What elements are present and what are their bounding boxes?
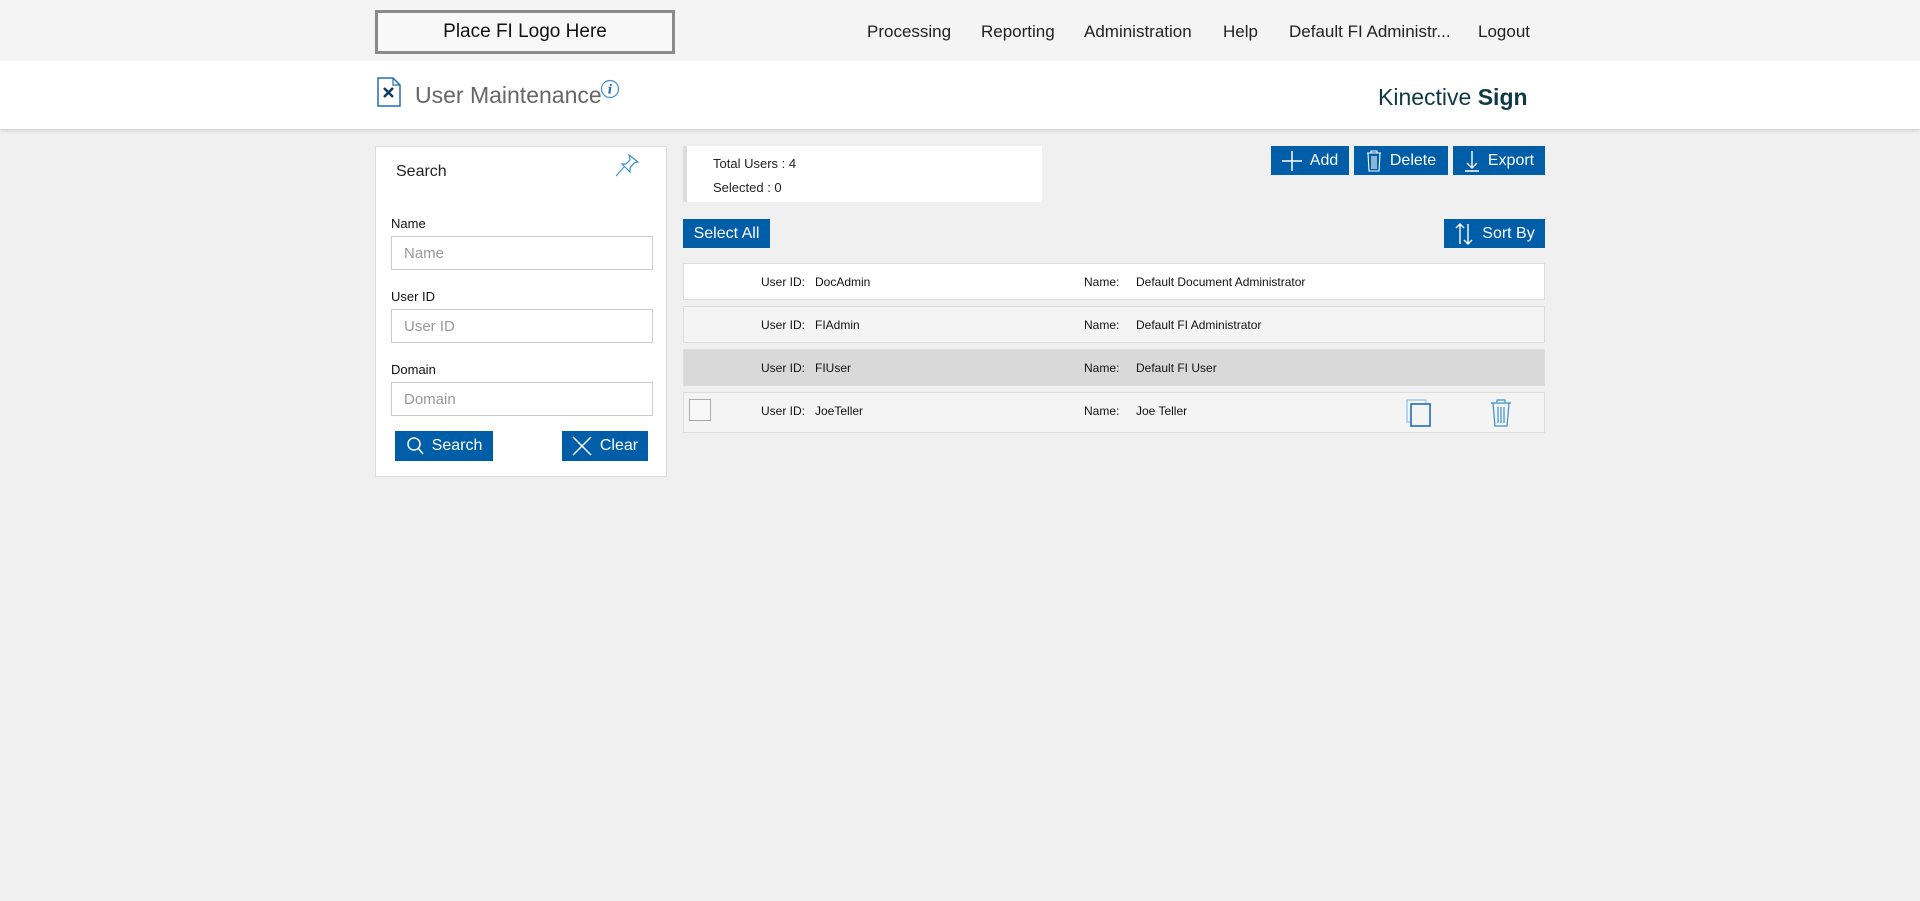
plus-icon xyxy=(1281,150,1302,171)
delete-label: Delete xyxy=(1389,151,1437,169)
clear-button[interactable]: Clear xyxy=(562,431,648,461)
name-value: Default Document Administrator xyxy=(1136,275,1306,289)
nav-processing[interactable]: Processing xyxy=(867,22,952,41)
name-value: Default FI Administrator xyxy=(1136,318,1262,332)
delete-button[interactable]: Delete xyxy=(1354,146,1448,175)
user-stats: Total Users : 4 Selected : 0 xyxy=(683,146,1042,202)
title-bar xyxy=(0,61,1920,129)
sort-icon xyxy=(1455,222,1473,245)
name-label: Name xyxy=(391,216,426,231)
search-panel-title: Search xyxy=(396,163,447,180)
user-id-value: DocAdmin xyxy=(815,275,871,289)
name-label: Name: xyxy=(1084,318,1120,332)
nav-help[interactable]: Help xyxy=(1223,22,1258,41)
copy-icon[interactable] xyxy=(1406,399,1432,427)
nav-logout[interactable]: Logout xyxy=(1478,22,1530,41)
trash-icon xyxy=(1366,149,1381,172)
user-row[interactable]: User ID: FIUser Name: Default FI User xyxy=(683,349,1545,386)
select-all-button[interactable]: Select All xyxy=(683,219,770,248)
sort-by-label: Sort By xyxy=(1482,224,1535,242)
top-bar xyxy=(0,0,1920,61)
user-row[interactable]: User ID: FIAdmin Name: Default FI Administ… xyxy=(683,306,1545,343)
user-id-label: User ID xyxy=(391,289,436,304)
add-button[interactable]: Add xyxy=(1271,146,1349,175)
sort-by-button[interactable]: Sort By xyxy=(1444,219,1545,248)
fi-logo: Place FI Logo Here xyxy=(375,10,675,54)
user-row[interactable]: User ID: JoeTeller Name: Joe Teller xyxy=(683,392,1545,433)
add-label: Add xyxy=(1309,151,1339,169)
user-id-value: FIAdmin xyxy=(815,318,860,332)
user-row[interactable]: User ID: DocAdmin Name: Default Document A… xyxy=(683,263,1545,300)
nav-reporting[interactable]: Reporting xyxy=(981,22,1055,41)
domain-input[interactable] xyxy=(391,382,653,416)
nav-user-menu[interactable]: Default FI Administr... xyxy=(1289,22,1451,41)
name-label: Name: xyxy=(1084,361,1120,375)
trash-icon[interactable] xyxy=(1490,399,1512,427)
info-icon[interactable]: i xyxy=(600,79,620,99)
domain-label: Domain xyxy=(391,362,436,377)
nav-administration[interactable]: Administration xyxy=(1084,22,1192,41)
name-value: Default FI User xyxy=(1136,361,1217,375)
search-icon xyxy=(406,437,424,455)
user-id-value: FIUser xyxy=(815,361,851,375)
export-button[interactable]: Export xyxy=(1453,146,1545,175)
total-users: Total Users : 4 xyxy=(713,156,797,171)
name-input[interactable] xyxy=(391,236,653,270)
user-id-label: User ID: xyxy=(761,275,806,289)
selected-count: Selected : 0 xyxy=(713,180,782,195)
name-value: Joe Teller xyxy=(1136,404,1188,418)
name-label: Name: xyxy=(1084,275,1120,289)
clear-button-label: Clear xyxy=(599,437,639,454)
export-label: Export xyxy=(1487,151,1535,169)
user-id-label: User ID: xyxy=(761,361,806,375)
search-button-label: Search xyxy=(431,437,483,454)
download-icon xyxy=(1464,150,1479,172)
search-button[interactable]: Search xyxy=(395,431,493,461)
user-id-input[interactable] xyxy=(391,309,653,343)
user-maintenance-icon xyxy=(377,77,401,107)
svg-text:i: i xyxy=(608,83,613,97)
pin-icon[interactable] xyxy=(614,153,640,179)
page-title: User Maintenance xyxy=(415,82,602,108)
close-icon xyxy=(572,436,592,456)
user-id-label: User ID: xyxy=(761,318,806,332)
row-checkbox[interactable] xyxy=(689,399,711,421)
user-id-value: JoeTeller xyxy=(815,404,864,418)
name-label: Name: xyxy=(1084,404,1120,418)
brand-logo: Kinective Sign xyxy=(1378,84,1528,110)
user-id-label: User ID: xyxy=(761,404,806,418)
